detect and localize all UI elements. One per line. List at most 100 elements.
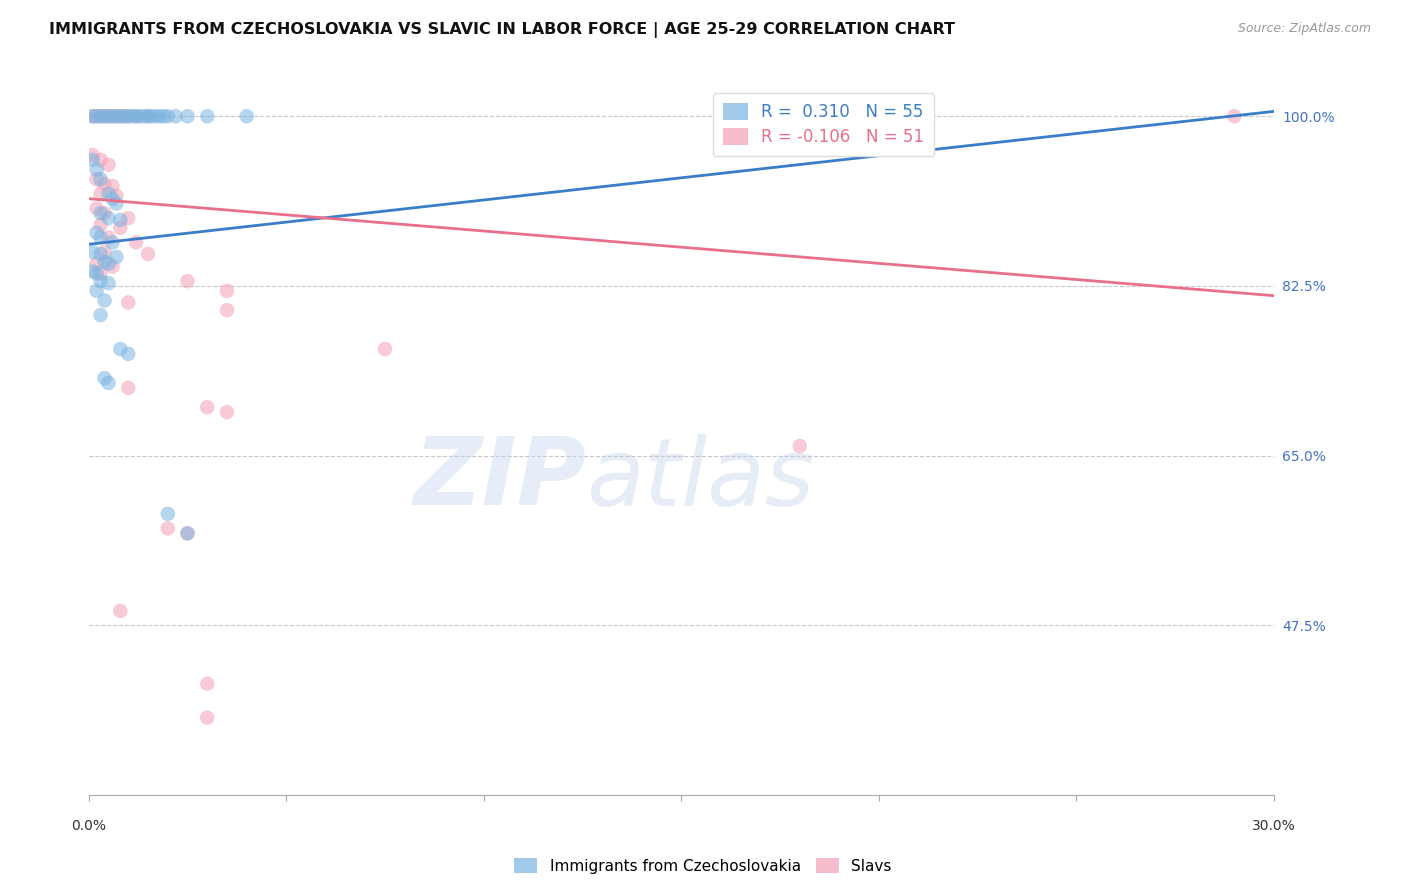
Point — [105, 109, 128, 123]
Point — [86, 109, 108, 123]
Point — [90, 172, 112, 186]
Point — [86, 226, 108, 240]
Point — [112, 109, 135, 123]
Point — [101, 260, 124, 274]
Point — [90, 186, 112, 201]
Point — [93, 293, 115, 308]
Point — [97, 211, 120, 225]
Point — [82, 245, 104, 260]
Point — [176, 274, 198, 288]
Point — [1223, 109, 1246, 123]
Point — [82, 264, 104, 278]
Text: atlas: atlas — [586, 434, 814, 524]
Point — [165, 109, 187, 123]
Point — [97, 186, 120, 201]
Point — [136, 247, 159, 261]
Point — [156, 521, 179, 535]
Point — [117, 109, 139, 123]
Point — [90, 230, 112, 244]
Point — [82, 148, 104, 162]
Point — [789, 439, 811, 453]
Point — [117, 295, 139, 310]
Point — [105, 250, 128, 264]
Point — [125, 109, 148, 123]
Point — [97, 109, 120, 123]
Point — [176, 109, 198, 123]
Point — [195, 401, 218, 415]
Point — [90, 308, 112, 322]
Point — [195, 109, 218, 123]
Legend: Immigrants from Czechoslovakia, Slavs: Immigrants from Czechoslovakia, Slavs — [509, 852, 897, 880]
Point — [93, 371, 115, 385]
Point — [86, 284, 108, 298]
Point — [117, 381, 139, 395]
Point — [101, 109, 124, 123]
Point — [112, 109, 135, 123]
Point — [97, 276, 120, 290]
Point — [97, 109, 120, 123]
Point — [82, 153, 104, 167]
Point — [86, 202, 108, 216]
Point — [176, 526, 198, 541]
Point — [141, 109, 163, 123]
Point — [93, 177, 115, 191]
Point — [195, 710, 218, 724]
Point — [90, 247, 112, 261]
Point — [132, 109, 155, 123]
Point — [93, 254, 115, 268]
Legend: R =  0.310   N = 55, R = -0.106   N = 51: R = 0.310 N = 55, R = -0.106 N = 51 — [713, 93, 934, 156]
Point — [156, 109, 179, 123]
Point — [90, 218, 112, 232]
Point — [90, 153, 112, 167]
Point — [93, 245, 115, 260]
Point — [110, 109, 132, 123]
Point — [117, 109, 139, 123]
Point — [93, 109, 115, 123]
Point — [156, 507, 179, 521]
Point — [82, 109, 104, 123]
Point — [86, 162, 108, 177]
Point — [101, 235, 124, 250]
Point — [101, 109, 124, 123]
Point — [97, 230, 120, 244]
Point — [110, 213, 132, 227]
Point — [110, 109, 132, 123]
Text: IMMIGRANTS FROM CZECHOSLOVAKIA VS SLAVIC IN LABOR FORCE | AGE 25-29 CORRELATION : IMMIGRANTS FROM CZECHOSLOVAKIA VS SLAVIC… — [49, 22, 955, 38]
Point — [86, 109, 108, 123]
Point — [90, 274, 112, 288]
Point — [101, 179, 124, 194]
Point — [90, 206, 112, 220]
Point — [125, 235, 148, 250]
Point — [110, 604, 132, 618]
Point — [90, 109, 112, 123]
Point — [90, 266, 112, 280]
Point — [215, 405, 238, 419]
Point — [176, 526, 198, 541]
Point — [195, 676, 218, 690]
Point — [97, 158, 120, 172]
Point — [136, 109, 159, 123]
Point — [121, 109, 143, 123]
Point — [97, 257, 120, 271]
Point — [235, 109, 257, 123]
Point — [374, 342, 396, 356]
Point — [90, 109, 112, 123]
Point — [145, 109, 167, 123]
Point — [86, 257, 108, 271]
Point — [105, 188, 128, 202]
Point — [86, 266, 108, 280]
Point — [215, 284, 238, 298]
Point — [129, 109, 152, 123]
Point — [105, 196, 128, 211]
Point — [82, 109, 104, 123]
Point — [149, 109, 172, 123]
Point — [117, 211, 139, 225]
Point — [136, 109, 159, 123]
Point — [86, 172, 108, 186]
Text: Source: ZipAtlas.com: Source: ZipAtlas.com — [1237, 22, 1371, 36]
Point — [152, 109, 174, 123]
Point — [110, 342, 132, 356]
Text: ZIP: ZIP — [413, 434, 586, 525]
Point — [93, 206, 115, 220]
Point — [117, 347, 139, 361]
